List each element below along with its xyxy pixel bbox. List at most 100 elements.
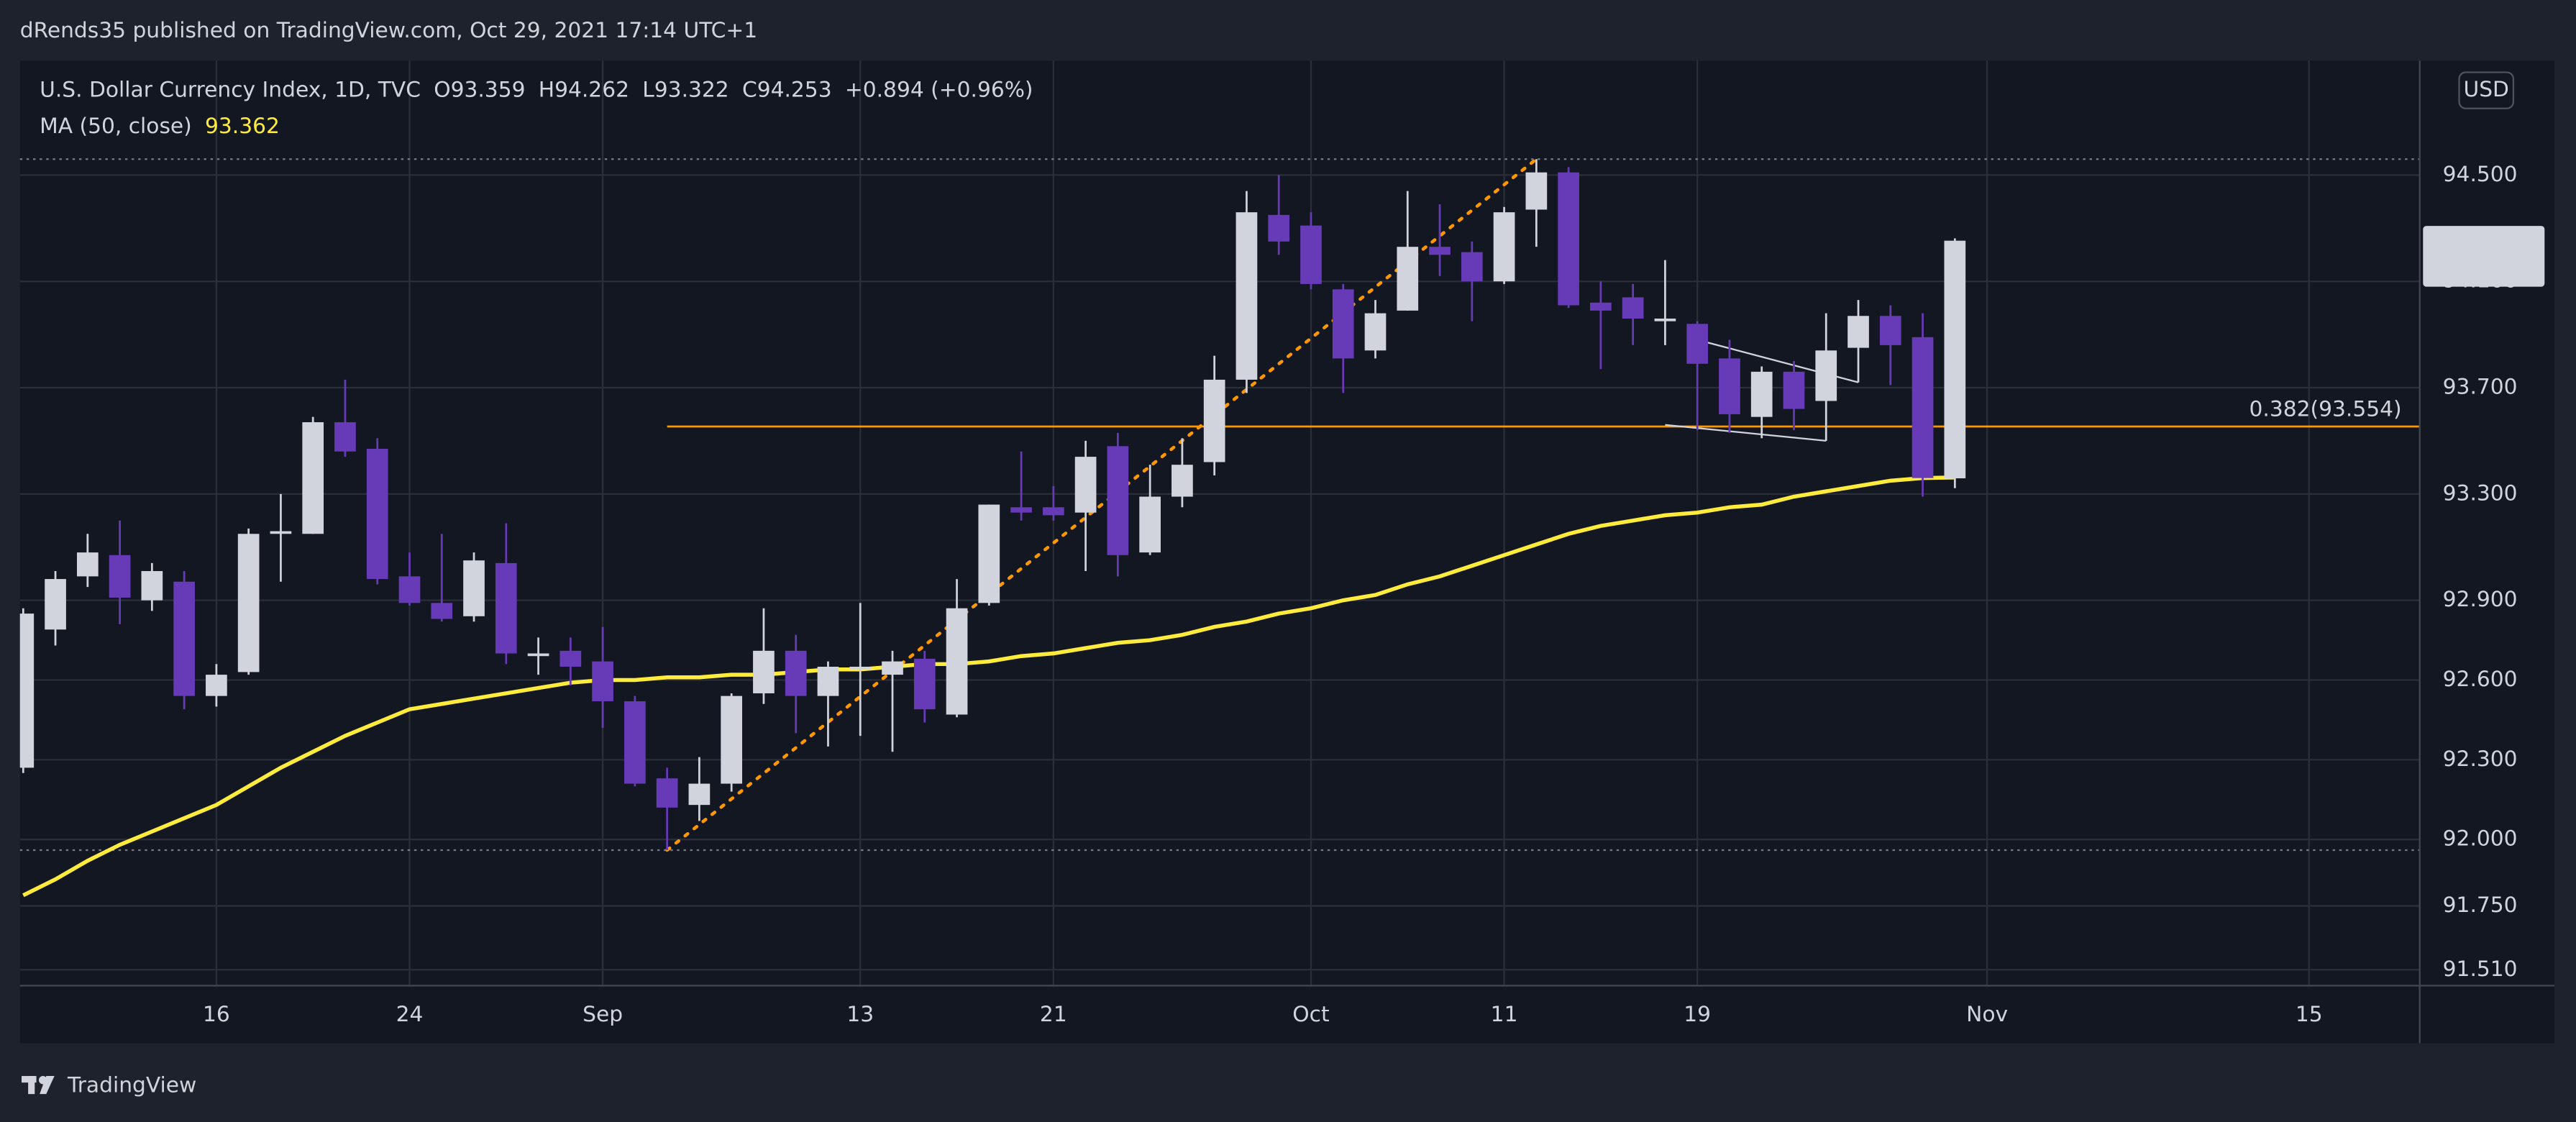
legend-item: C — [742, 77, 757, 102]
candle-body — [1364, 313, 1387, 351]
y-tick-label: 93.300 — [2443, 480, 2518, 506]
legend-item: O — [434, 77, 450, 102]
candle-body — [398, 576, 421, 603]
candle-body — [1268, 214, 1290, 242]
legend-item: U.S. Dollar Currency Index, 1D, TVC — [40, 77, 421, 102]
candle-body — [173, 581, 195, 696]
legend-item: 93.359 — [451, 77, 526, 102]
x-tick-label: Nov — [1966, 1002, 2008, 1027]
candle-body — [109, 555, 131, 598]
candle-body — [431, 603, 453, 619]
candle-body — [656, 778, 678, 808]
candle-body — [1042, 507, 1064, 516]
candle-body — [882, 661, 903, 675]
legend-item: 94.262 — [554, 77, 629, 102]
candle-body — [495, 562, 517, 654]
candle-body — [1493, 212, 1515, 282]
candle-body — [1719, 358, 1740, 414]
candle-body — [1236, 212, 1258, 380]
candle-body — [1397, 247, 1419, 311]
candle-body — [1622, 297, 1644, 319]
candle-body — [206, 675, 227, 696]
x-tick-label: 13 — [846, 1002, 874, 1027]
candle-body — [946, 608, 968, 715]
currency-box[interactable] — [2458, 71, 2515, 109]
grid — [19, 60, 2420, 986]
candle-body — [1944, 240, 1966, 479]
candle-body — [913, 658, 936, 710]
logo-stem — [28, 1076, 35, 1095]
candle-body — [688, 783, 711, 806]
legend-item: H — [539, 77, 554, 102]
candle-body — [721, 695, 743, 784]
candle-body — [1558, 172, 1579, 306]
publisher: dRends35 published on TradingView.com, O… — [20, 18, 757, 43]
candle-body — [237, 534, 260, 672]
candle-body — [817, 667, 839, 696]
y-tick-label: 92.300 — [2443, 747, 2518, 772]
x-tick-label: Sep — [583, 1002, 623, 1027]
legend-item: +0.894 (+0.96%) — [845, 77, 1033, 102]
candle-body — [559, 650, 582, 667]
candle-body — [592, 661, 613, 702]
countdown: 06:45:09 — [2441, 255, 2536, 280]
candle-body — [45, 579, 66, 630]
legend-item: 93.322 — [654, 77, 729, 102]
candle-body — [19, 614, 35, 768]
x-tick-label: 19 — [1684, 1002, 1711, 1027]
y-tick-label: 91.510 — [2443, 957, 2518, 982]
candle-body — [1879, 316, 1901, 345]
candle-body — [1107, 446, 1129, 555]
candle-body — [1686, 324, 1709, 364]
legend-item: L — [642, 77, 654, 102]
y-tick-label: 91.750 — [2443, 893, 2518, 918]
currency[interactable]: USD — [2463, 77, 2508, 102]
logo-slash — [40, 1076, 55, 1095]
legend-item: MA (50, close) — [40, 113, 192, 138]
candle-body — [1332, 289, 1354, 359]
candle-body — [1783, 371, 1805, 409]
candle-body — [1750, 371, 1773, 417]
price-label-box — [2423, 226, 2545, 287]
candle-body — [1847, 316, 1869, 348]
candle-body — [1461, 252, 1483, 282]
candle-body — [1171, 465, 1193, 497]
candle-body — [302, 422, 324, 534]
price-label: 94.253 — [2441, 227, 2516, 252]
candle-body — [1815, 350, 1837, 401]
candle-body — [1139, 496, 1161, 553]
candle-body — [978, 504, 1000, 603]
x-tick-label: 21 — [1040, 1002, 1067, 1027]
candle-body — [1912, 337, 1934, 478]
legend-ma: MA (50, close) 93.362 — [40, 113, 280, 138]
fib-label: 0.382(93.554) — [2250, 397, 2402, 422]
candle-body — [270, 531, 292, 534]
legend-main: U.S. Dollar Currency Index, 1D, TVC O93.3… — [40, 77, 1033, 102]
candle-body — [1429, 247, 1451, 255]
y-tick-label: 92.900 — [2443, 587, 2518, 612]
y-tick-label: 92.000 — [2443, 826, 2518, 852]
candle-body — [753, 650, 775, 693]
y-tick-label: 93.700 — [2443, 375, 2518, 400]
candle-body — [1590, 302, 1612, 311]
candle-body — [1654, 318, 1676, 321]
legend-item: 93.362 — [205, 113, 280, 138]
candle-body — [366, 449, 388, 580]
candle-body — [1010, 507, 1032, 513]
candle-body — [1203, 379, 1225, 462]
ma-line — [22, 475, 1955, 898]
brand: TradingView — [67, 1072, 196, 1098]
legend-item: 94.253 — [757, 77, 832, 102]
tradingview-logo — [22, 1076, 55, 1095]
candle-body — [624, 701, 646, 784]
candle-body — [1300, 225, 1322, 284]
x-tick-label: 24 — [396, 1002, 424, 1027]
trend-line — [665, 157, 1538, 852]
plot-area — [19, 157, 2420, 898]
candle-body — [141, 570, 163, 601]
candle-body — [527, 653, 549, 657]
x-tick-label: 11 — [1491, 1002, 1518, 1027]
x-tick-label: Oct — [1292, 1002, 1329, 1027]
chart-background — [19, 60, 2554, 1044]
candle-body — [1074, 457, 1097, 513]
